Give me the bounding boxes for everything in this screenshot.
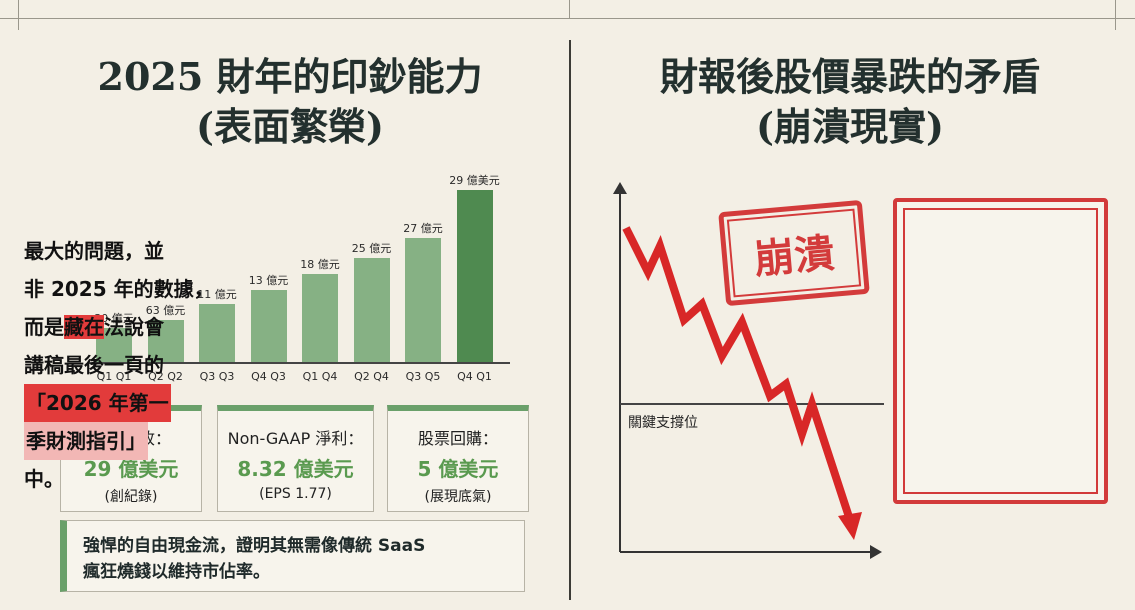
callout-line5: 「2026 年第一 — [24, 384, 219, 422]
quote-line2: 瘋狂燒錢以維持市佔率。 — [83, 562, 270, 582]
callout-highlight-guidance-1: 「2026 年第一 — [24, 384, 171, 422]
right-title-line2: (崩潰現實) — [756, 104, 944, 149]
frame-mid-tick — [569, 0, 570, 18]
stat-box-net-income: Non-GAAP 淨利： 8.32 億美元 (EPS 1.77) — [217, 405, 374, 512]
bar-data-label: 27 億元 — [403, 222, 443, 235]
stat-title: 股票回購： — [417, 429, 498, 448]
right-title: 財報後股價暴跌的矛盾 (崩潰現實) — [600, 52, 1100, 152]
callout-line7: 中。 — [24, 467, 64, 491]
frame-top-line — [0, 18, 1135, 19]
x-tick-label: Q1 Q1 — [96, 370, 132, 383]
guidance-callout — [893, 198, 1108, 504]
stat-title: Non-GAAP 淨利： — [227, 429, 364, 448]
callout-highlight-guidance-2: 季財測指引」 — [24, 422, 148, 460]
bar-2 — [147, 320, 184, 362]
y-axis-arrow-icon — [613, 182, 627, 194]
bar-3 — [199, 304, 235, 362]
x-tick-label: Q2 Q2 — [148, 370, 183, 383]
left-title: 2025 財年的印鈔能力 (表面繁榮) — [40, 52, 540, 152]
callout-text: 最大的問題，並 非 2025 年的數據， 而是藏在法說會 講稿最後一頁的 「20… — [24, 232, 219, 498]
stat-note: (展現底氣) — [424, 489, 492, 505]
right-title-line1: 財報後股價暴跌的矛盾 — [659, 54, 1040, 99]
callout-line3-pre: 而是 — [24, 315, 64, 339]
stat-value: 8.32 億美元 — [237, 457, 354, 481]
x-tick-label: Q4 Q1 — [457, 370, 492, 383]
stat-box-buyback: 股票回購： 5 億美元 (展現底氣) — [387, 405, 529, 512]
crash-arrowhead-icon — [838, 512, 862, 540]
bar-data-label: 18 億元 — [300, 258, 340, 271]
bar-data-label: 29 億美元 — [449, 174, 500, 187]
x-tick-label: Q1 Q4 — [302, 370, 338, 383]
frame-left-tick — [18, 0, 19, 30]
stat-value: 29 億美元 — [83, 457, 179, 481]
collapse-stamp: 崩潰 — [718, 199, 870, 307]
callout-inner-border — [903, 208, 1098, 494]
stat-value: 5 億美元 — [417, 457, 499, 481]
bar-data-label: 25 億元 — [351, 242, 392, 255]
quote-line1: 強悍的自由現金流，證明其無需像傳統 SaaS — [83, 536, 426, 556]
bar-8 — [456, 190, 493, 362]
bar-data-label: 11 億元 — [197, 288, 237, 301]
stat-note: (EPS 1.77) — [259, 486, 332, 502]
x-tick-label: Q3 Q3 — [199, 370, 235, 383]
stat-note: (創紀錄) — [104, 489, 158, 505]
left-title-line2: (表面繁榮) — [196, 104, 384, 149]
bar-data-label: 30 億元 — [94, 312, 134, 325]
cashflow-quote: 強悍的自由現金流，證明其無需像傳統 SaaS 瘋狂燒錢以維持市佔率。 — [60, 520, 525, 592]
chart-baseline — [88, 362, 510, 364]
x-tick-label: Q3 Q5 — [405, 370, 441, 383]
callout-line2: 非 2025 年的數據， — [24, 277, 214, 301]
center-divider — [569, 40, 571, 600]
left-title-line1: 2025 財年的印鈔能力 — [97, 54, 483, 99]
x-tick-label: Q4 Q3 — [251, 370, 286, 383]
bar-data-label: 63 億元 — [145, 304, 186, 317]
support-level-label: 關鍵支撐位 — [628, 415, 698, 431]
x-tick-label: Q2 Q4 — [354, 370, 389, 383]
bar-5 — [302, 274, 338, 362]
callout-line1: 最大的問題，並 — [24, 239, 164, 263]
callout-line3-post: 法說會 — [104, 315, 164, 339]
frame-right-tick — [1115, 0, 1116, 30]
bar-data-label: 13 億元 — [248, 274, 289, 287]
bar-4 — [250, 290, 287, 362]
callout-line6: 季財測指引」 — [24, 422, 219, 460]
revenue-bar-chart: 30 億元 Q1 Q1 63 億元 Q2 Q2 11 億元 Q3 Q3 13 億元 Q4 Q3… — [78, 166, 518, 396]
callout-highlight-red: 藏在 — [64, 315, 104, 339]
callout-line3: 而是藏在法說會 — [24, 308, 219, 346]
bar-6 — [353, 258, 390, 362]
x-axis-arrow-icon — [870, 545, 882, 559]
callout-line4: 講稿最後一頁的 — [24, 353, 164, 377]
bar-7 — [405, 238, 441, 362]
stamp-text: 崩潰 — [726, 208, 862, 298]
